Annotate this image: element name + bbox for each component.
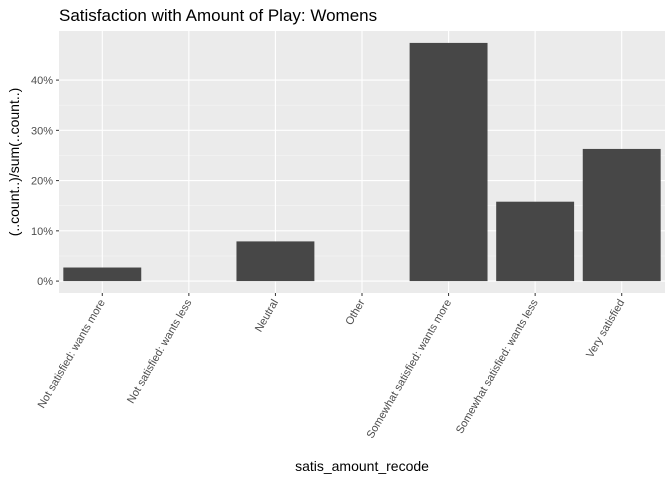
bar bbox=[409, 42, 488, 282]
x-axis: Not satisfied: wants more Not satisfied: … bbox=[36, 293, 627, 441]
y-axis-label: (..count..)/sum(..count..) bbox=[6, 88, 22, 237]
y-tick-label: 0% bbox=[37, 276, 53, 288]
x-axis-label: satis_amount_recode bbox=[295, 458, 429, 474]
grid-lines bbox=[59, 31, 665, 293]
bar bbox=[582, 148, 661, 282]
x-tick-label: Somewhat satisfied: wants more bbox=[365, 298, 455, 441]
bar bbox=[496, 201, 575, 282]
y-tick-label: 10% bbox=[31, 226, 53, 238]
y-tick-label: 20% bbox=[31, 176, 53, 188]
x-tick-label: Somewhat satisfied: wants less bbox=[454, 297, 541, 436]
y-tick-label: 30% bbox=[31, 125, 53, 137]
bars bbox=[63, 42, 661, 282]
bar bbox=[236, 241, 315, 282]
chart-title: Satisfaction with Amount of Play: Womens bbox=[59, 6, 377, 25]
bar bbox=[63, 267, 142, 282]
y-axis: 0% 10% 20% 30% 40% bbox=[31, 75, 59, 288]
x-tick-label: Neutral bbox=[253, 298, 281, 335]
x-tick-label: Other bbox=[343, 297, 367, 327]
x-tick-label: Very satisfied bbox=[584, 298, 627, 361]
y-tick-label: 40% bbox=[31, 75, 53, 87]
x-tick-label: Not satisfied: wants less bbox=[125, 297, 195, 406]
x-tick-label: Not satisfied: wants more bbox=[36, 298, 108, 411]
